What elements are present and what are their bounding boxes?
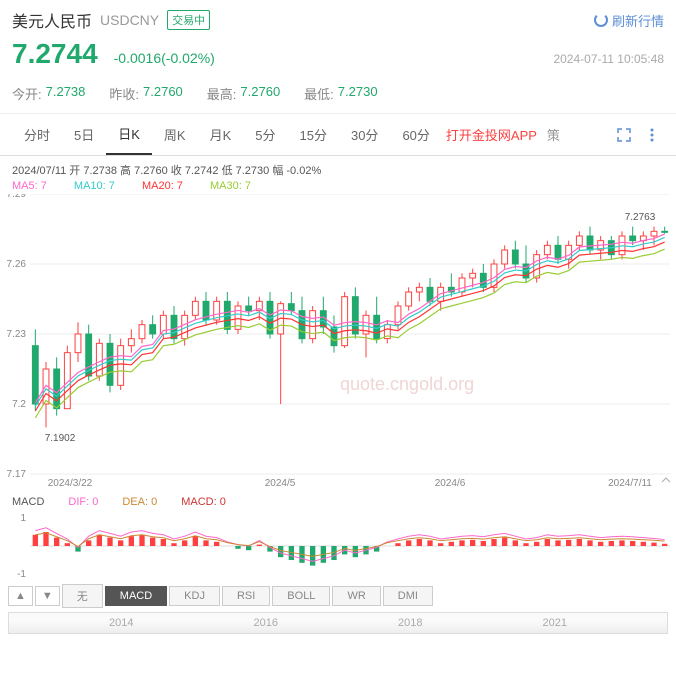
timeframe-tabs: 分时5日日K周K月K5分15分30分60分打开金投网APP策 bbox=[0, 114, 676, 156]
more-icon[interactable] bbox=[644, 127, 660, 143]
ind-arrow-0[interactable]: ▲ bbox=[8, 586, 33, 606]
dif-label: DIF: 0 bbox=[68, 496, 98, 508]
pair-name-cn: 美元人民币 bbox=[12, 8, 92, 32]
refresh-icon bbox=[594, 13, 608, 27]
svg-text:2024/3/22: 2024/3/22 bbox=[48, 478, 93, 489]
indicator-DMI[interactable]: DMI bbox=[383, 586, 433, 606]
timeline-year: 2016 bbox=[254, 617, 278, 629]
low-value: 7.2730 bbox=[338, 84, 378, 103]
svg-text:-1: -1 bbox=[17, 569, 26, 580]
price-change: -0.0016(-0.02%) bbox=[114, 50, 215, 66]
candle-chart[interactable]: 7.29 7.26 7.23 7.2 7.17 2024/3/22 2024/5 2024/6… bbox=[0, 194, 676, 494]
timeline-year: 2021 bbox=[543, 617, 567, 629]
high-value: 7.2760 bbox=[240, 84, 280, 103]
fullscreen-icon[interactable] bbox=[616, 127, 632, 143]
prev-value: 7.2760 bbox=[143, 84, 183, 103]
ma10-legend: MA10: 7 bbox=[74, 180, 115, 192]
tab-日K[interactable]: 日K bbox=[106, 114, 152, 155]
svg-text:2024/7/11: 2024/7/11 bbox=[608, 478, 652, 489]
svg-text:2024/5: 2024/5 bbox=[265, 478, 296, 489]
low-label: 最低: bbox=[304, 84, 334, 103]
ma20-legend: MA20: 7 bbox=[142, 180, 183, 192]
header: 美元人民币 USDCNY 交易中 刷新行情 7.2744 -0.0016(-0.… bbox=[0, 0, 676, 74]
pair-name-en: USDCNY bbox=[100, 12, 159, 28]
tab-5日[interactable]: 5日 bbox=[62, 115, 106, 154]
dea-label: DEA: 0 bbox=[122, 496, 157, 508]
tab-月K[interactable]: 月K bbox=[198, 115, 244, 154]
indicator-KDJ[interactable]: KDJ bbox=[169, 586, 220, 606]
tab-extra[interactable]: 策 bbox=[541, 125, 566, 144]
indicator-BOLL[interactable]: BOLL bbox=[272, 586, 330, 606]
open-label: 今开: bbox=[12, 84, 42, 103]
tab-5分[interactable]: 5分 bbox=[243, 115, 287, 154]
timeline-year: 2014 bbox=[109, 617, 133, 629]
svg-text:7.29: 7.29 bbox=[7, 194, 27, 200]
svg-text:7.23: 7.23 bbox=[7, 329, 27, 340]
tab-周K[interactable]: 周K bbox=[152, 115, 198, 154]
macd-chart[interactable]: 1 -1 bbox=[0, 510, 676, 582]
svg-text:2024/6: 2024/6 bbox=[435, 478, 466, 489]
candle-detail: 2024/07/11 开 7.2738 高 7.2760 收 7.2742 低 … bbox=[0, 156, 676, 178]
tab-60分[interactable]: 60分 bbox=[390, 115, 441, 154]
ind-arrow-1[interactable]: ▼ bbox=[35, 586, 60, 606]
indicator-无[interactable]: 无 bbox=[62, 584, 103, 608]
tab-分时[interactable]: 分时 bbox=[12, 115, 62, 154]
refresh-label: 刷新行情 bbox=[612, 11, 664, 30]
tab-30分[interactable]: 30分 bbox=[339, 115, 390, 154]
macd-label: MACD bbox=[12, 496, 44, 508]
ma5-legend: MA5: 7 bbox=[12, 180, 47, 192]
tab-15分[interactable]: 15分 bbox=[288, 115, 339, 154]
svg-text:7.26: 7.26 bbox=[7, 259, 27, 270]
open-value: 7.2738 bbox=[46, 84, 86, 103]
timeline-year: 2018 bbox=[398, 617, 422, 629]
ma-legend: MA5: 7 MA10: 7 MA20: 7 MA30: 7 bbox=[0, 178, 676, 194]
macd-legend: MACD DIF: 0 DEA: 0 MACD: 0 bbox=[0, 494, 676, 510]
svg-text:1: 1 bbox=[20, 513, 26, 524]
prev-label: 昨收: bbox=[109, 84, 139, 103]
svg-text:7.17: 7.17 bbox=[7, 469, 27, 480]
indicator-WR[interactable]: WR bbox=[332, 586, 380, 606]
svg-text:7.2: 7.2 bbox=[12, 399, 26, 410]
ma30-legend: MA30: 7 bbox=[210, 180, 251, 192]
ohlc-row: 今开:7.2738 昨收:7.2760 最高:7.2760 最低:7.2730 bbox=[0, 74, 676, 114]
indicator-RSI[interactable]: RSI bbox=[222, 586, 270, 606]
indicator-tabs: ▲▼无MACDKDJRSIBOLLWRDMI bbox=[0, 582, 676, 610]
history-timeline[interactable]: 2014 2016 2018 2021 bbox=[8, 612, 668, 634]
timestamp: 2024-07-11 10:05:48 bbox=[553, 52, 664, 66]
indicator-MACD[interactable]: MACD bbox=[105, 586, 167, 606]
high-label: 最高: bbox=[207, 84, 237, 103]
svg-text:7.2763: 7.2763 bbox=[625, 212, 656, 223]
last-price: 7.2744 bbox=[12, 38, 98, 70]
macd-value-label: MACD: 0 bbox=[181, 496, 226, 508]
app-link[interactable]: 打开金投网APP bbox=[442, 125, 541, 144]
svg-text:7.1902: 7.1902 bbox=[45, 433, 76, 444]
refresh-button[interactable]: 刷新行情 bbox=[594, 11, 664, 30]
candle-chart-wrap: 7.29 7.26 7.23 7.2 7.17 2024/3/22 2024/5 2024/6… bbox=[0, 194, 676, 494]
trading-status-badge: 交易中 bbox=[167, 10, 210, 30]
